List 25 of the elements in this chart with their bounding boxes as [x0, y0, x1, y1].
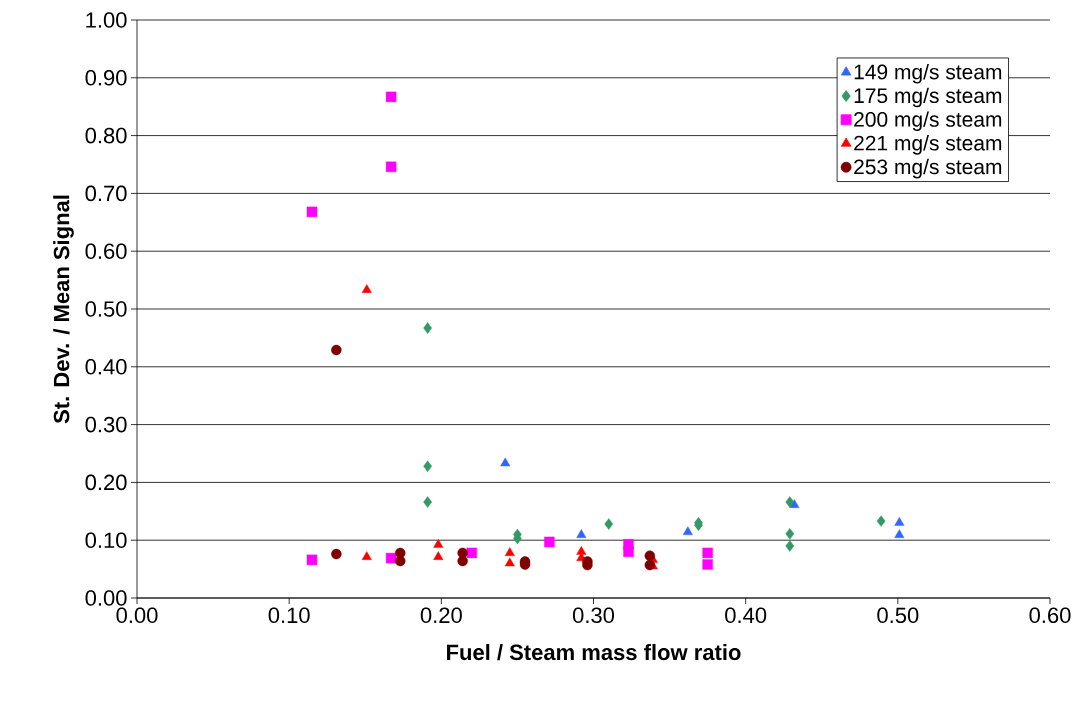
x-tick-label: 0.10: [268, 607, 310, 624]
x-tick-label: 0.30: [572, 607, 615, 624]
y-axis-title: St. Dev. / Mean Signal: [53, 195, 74, 424]
legend-label: 149 mg/s steam: [854, 63, 1002, 84]
y-tick-label: 0.00: [85, 590, 127, 606]
y-tick-label: 0.80: [85, 127, 127, 144]
legend-label: 175 mg/s steam: [854, 87, 1002, 108]
legend-label: 253 mg/s steam: [854, 158, 1002, 179]
x-tick-label: 0.40: [725, 607, 767, 624]
y-tick-label: 0.70: [85, 185, 127, 202]
y-tick-label: 0.30: [85, 416, 127, 433]
x-tick-label: 0.20: [420, 607, 462, 624]
x-tick-label: 0.00: [116, 607, 158, 624]
y-tick-label: 0.50: [85, 301, 127, 317]
y-tick-label: 0.20: [85, 474, 127, 491]
y-tick-label: 0.60: [85, 243, 127, 259]
y-tick-label: 0.40: [85, 359, 127, 375]
x-tick-label: 0.60: [1029, 607, 1071, 624]
legend-label: 200 mg/s steam: [854, 111, 1002, 131]
legend-label: 221 mg/s steam: [854, 135, 1002, 155]
x-tick-label: 0.50: [877, 607, 919, 624]
y-tick-label: 0.90: [85, 70, 127, 86]
x-axis-title: Fuel / Steam mass flow ratio: [447, 643, 741, 661]
y-tick-label: 1.00: [86, 12, 127, 28]
y-tick-label: 0.10: [85, 532, 127, 548]
